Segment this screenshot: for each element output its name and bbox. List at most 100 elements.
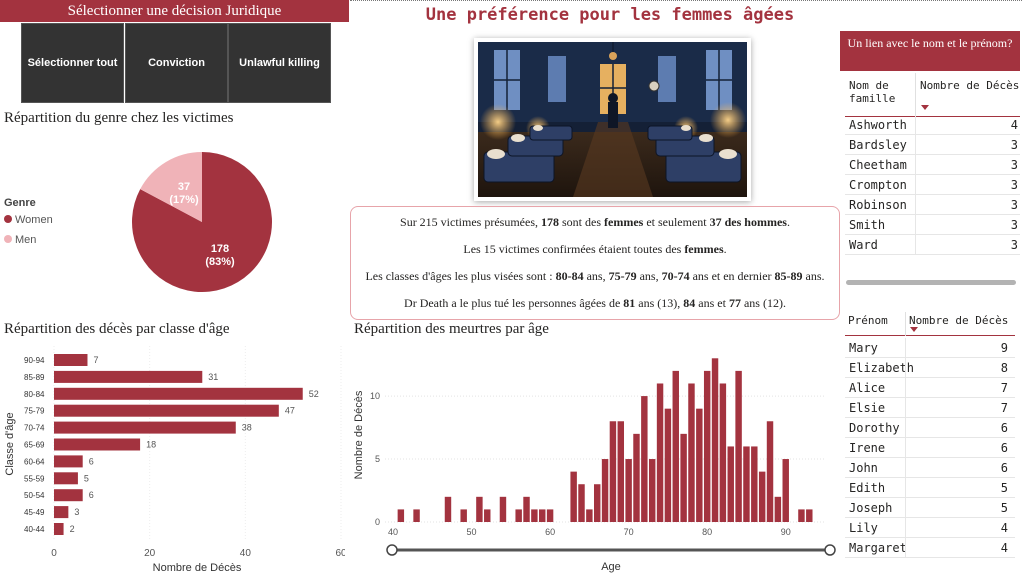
histogram-bar[interactable] — [782, 459, 789, 522]
age-histogram-chart[interactable]: 0 5 10 40 50 60 70 80 90 Age Nombre de Décès — [348, 340, 838, 573]
sort-desc-icon[interactable] — [910, 327, 918, 332]
histogram-bar[interactable] — [656, 383, 664, 522]
histogram-bar[interactable] — [476, 496, 483, 522]
histogram-bar[interactable] — [758, 471, 766, 522]
table-row[interactable]: Ward 3 — [845, 235, 1020, 255]
unlawful-killing-button[interactable]: Unlawful killing — [228, 23, 331, 103]
histogram-bar[interactable] — [546, 509, 554, 522]
histogram-bar[interactable] — [499, 496, 507, 522]
histogram-bar[interactable] — [766, 421, 774, 522]
histogram-bar[interactable] — [664, 408, 672, 522]
histogram-bar[interactable] — [586, 509, 593, 522]
histogram-bar[interactable] — [696, 408, 703, 522]
histogram-bar[interactable] — [593, 484, 601, 522]
table-row[interactable]: Alice 7 — [845, 378, 1015, 398]
table-row[interactable]: John 6 — [845, 458, 1015, 478]
horizontal-scrollbar[interactable] — [846, 280, 1016, 285]
table-row[interactable]: Ashworth 4 — [845, 115, 1020, 135]
col-death-count[interactable]: Nombre de Décès — [920, 79, 1020, 92]
table-row[interactable]: Joseph 5 — [845, 498, 1015, 518]
bar-65-69[interactable] — [54, 438, 141, 451]
table-row[interactable]: Mary 9 — [845, 338, 1015, 358]
table-row[interactable]: Elizabeth 8 — [845, 358, 1015, 378]
y-tick-label: 80-84 — [24, 390, 45, 399]
histogram-bar[interactable] — [523, 496, 530, 522]
bar-75-79[interactable] — [54, 404, 279, 417]
legend-item-men[interactable]: Men — [4, 234, 36, 246]
pie-slice-men[interactable] — [140, 152, 202, 222]
sort-desc-icon[interactable] — [921, 105, 929, 110]
bar-50-54[interactable] — [54, 489, 83, 502]
histogram-bar[interactable] — [625, 459, 632, 522]
histogram-bar[interactable] — [727, 446, 734, 522]
table-row[interactable]: Smith 3 — [845, 215, 1020, 235]
select-all-button[interactable]: Sélectionner tout — [21, 23, 124, 103]
histogram-bar[interactable] — [672, 370, 679, 522]
col-surname[interactable]: Nom de famille — [849, 79, 896, 105]
table-row[interactable]: Robinson 3 — [845, 195, 1020, 215]
histogram-bar[interactable] — [703, 370, 711, 522]
histogram-bar[interactable] — [641, 396, 648, 522]
histogram-bar[interactable] — [539, 509, 546, 522]
table-row[interactable]: Edith 5 — [845, 478, 1015, 498]
histogram-bar[interactable] — [719, 383, 727, 522]
table-row[interactable]: Cheetham 3 — [845, 155, 1020, 175]
histogram-bar[interactable] — [751, 446, 758, 522]
histogram-bar[interactable] — [484, 509, 491, 522]
bar-60-64[interactable] — [54, 455, 83, 468]
x-tick-label: 60 — [335, 548, 345, 559]
table-row[interactable]: Crompton 3 — [845, 175, 1020, 195]
slider-handle-min[interactable] — [386, 544, 398, 556]
histogram-bar[interactable] — [774, 496, 782, 522]
row-name: Smith — [849, 218, 886, 232]
table-row[interactable]: Dorothy 6 — [845, 418, 1015, 438]
pie-slice-women[interactable] — [131, 152, 272, 292]
summary-line-2: Les 15 victimes confirmées étaient toute… — [463, 242, 727, 256]
histogram-bar[interactable] — [735, 370, 742, 522]
page-title: Une préférence pour les femmes âgées — [425, 5, 795, 25]
bar-data-label: 2 — [70, 524, 75, 534]
histogram-bar[interactable] — [531, 509, 538, 522]
x-tick-label: 80 — [702, 527, 712, 537]
histogram-bar[interactable] — [460, 509, 467, 522]
row-name: Dorothy — [849, 421, 900, 435]
column-divider — [915, 175, 916, 195]
histogram-bar[interactable] — [397, 509, 405, 522]
col-firstname[interactable]: Prénom — [848, 314, 888, 327]
histogram-bar[interactable] — [413, 509, 420, 522]
histogram-bar[interactable] — [688, 383, 695, 522]
histogram-bar[interactable] — [578, 484, 585, 522]
histogram-bar[interactable] — [806, 509, 813, 522]
histogram-bar[interactable] — [601, 459, 609, 522]
histogram-bar[interactable] — [609, 421, 617, 522]
histogram-bar[interactable] — [515, 509, 522, 522]
table-row[interactable]: Lily 4 — [845, 518, 1015, 538]
table-row[interactable]: Irene 6 — [845, 438, 1015, 458]
bar-85-89[interactable] — [54, 370, 203, 383]
histogram-bar[interactable] — [633, 433, 640, 522]
table-row[interactable]: Margaret 4 — [845, 538, 1015, 558]
histogram-bar[interactable] — [680, 433, 687, 522]
table-row[interactable]: Elsie 7 — [845, 398, 1015, 418]
legend-item-women[interactable]: Women — [4, 214, 53, 226]
histogram-bar[interactable] — [743, 446, 750, 522]
bar-55-59[interactable] — [54, 472, 78, 485]
table-row[interactable]: Bardsley 3 — [845, 135, 1020, 155]
col-death-count[interactable]: Nombre de Décès — [909, 314, 1009, 327]
bar-90-94[interactable] — [54, 354, 88, 366]
histogram-bar[interactable] — [617, 421, 625, 522]
conviction-button[interactable]: Conviction — [125, 23, 228, 103]
slider-handle-max[interactable] — [824, 544, 836, 556]
gender-pie-chart[interactable]: 178(83%) 37(17%) — [120, 140, 290, 310]
histogram-bar[interactable] — [711, 358, 719, 522]
histogram-bar[interactable] — [444, 496, 452, 522]
bar-40-44[interactable] — [54, 523, 64, 535]
histogram-bar[interactable] — [570, 471, 577, 522]
pie-label-women-pct: (83%) — [205, 256, 235, 268]
bar-70-74[interactable] — [54, 421, 236, 434]
bar-80-84[interactable] — [54, 387, 303, 400]
histogram-bar[interactable] — [648, 459, 656, 522]
histogram-bar[interactable] — [798, 509, 805, 522]
bar-45-49[interactable] — [54, 506, 69, 519]
